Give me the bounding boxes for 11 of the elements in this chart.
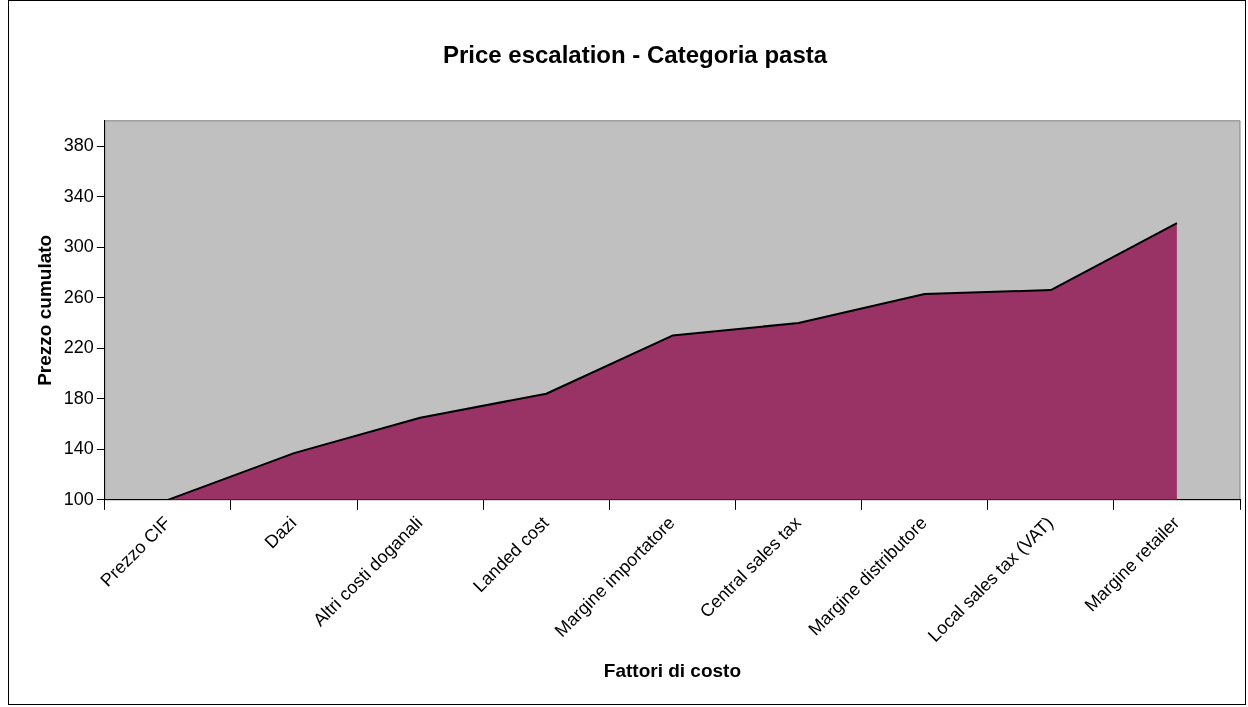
y-tick-label: 180 xyxy=(63,387,94,408)
chart-title: Price escalation - Categoria pasta xyxy=(442,41,828,69)
y-tick-label: 340 xyxy=(63,185,94,206)
y-tick-label: 260 xyxy=(63,286,94,307)
y-tick-label: 380 xyxy=(63,135,94,156)
x-axis-title: Fattori di costo xyxy=(603,659,742,681)
y-axis-title: Prezzo cumulato xyxy=(33,234,55,386)
y-tick-label: 300 xyxy=(63,236,94,257)
y-tick-label: 100 xyxy=(63,488,94,509)
y-tick-label: 140 xyxy=(63,438,94,459)
y-tick-label: 220 xyxy=(63,337,94,358)
